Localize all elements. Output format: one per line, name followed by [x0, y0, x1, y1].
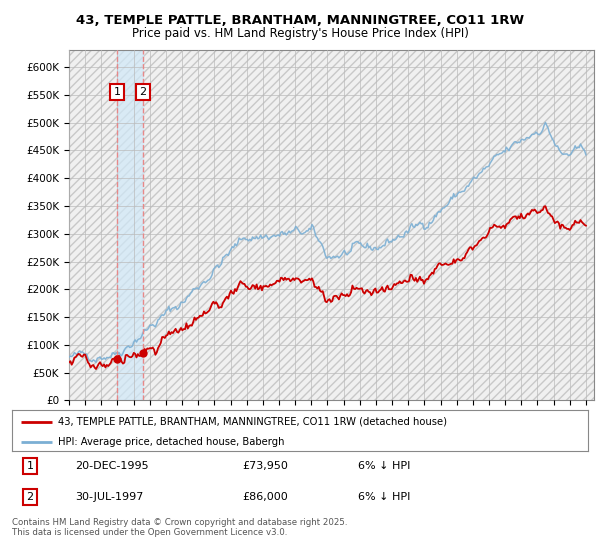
- Text: 43, TEMPLE PATTLE, BRANTHAM, MANNINGTREE, CO11 1RW: 43, TEMPLE PATTLE, BRANTHAM, MANNINGTREE…: [76, 14, 524, 27]
- Text: 1: 1: [26, 461, 34, 471]
- Text: 30-JUL-1997: 30-JUL-1997: [76, 492, 144, 502]
- Text: 2: 2: [26, 492, 34, 502]
- Text: 43, TEMPLE PATTLE, BRANTHAM, MANNINGTREE, CO11 1RW (detached house): 43, TEMPLE PATTLE, BRANTHAM, MANNINGTREE…: [58, 417, 447, 427]
- Text: Contains HM Land Registry data © Crown copyright and database right 2025.
This d: Contains HM Land Registry data © Crown c…: [12, 518, 347, 538]
- Text: 6% ↓ HPI: 6% ↓ HPI: [358, 492, 410, 502]
- Bar: [117, 50, 143, 400]
- Text: 20-DEC-1995: 20-DEC-1995: [76, 461, 149, 471]
- Text: £86,000: £86,000: [242, 492, 288, 502]
- Text: 1: 1: [113, 87, 121, 97]
- Text: Price paid vs. HM Land Registry's House Price Index (HPI): Price paid vs. HM Land Registry's House …: [131, 27, 469, 40]
- Text: £73,950: £73,950: [242, 461, 288, 471]
- Text: 2: 2: [139, 87, 146, 97]
- Text: HPI: Average price, detached house, Babergh: HPI: Average price, detached house, Babe…: [58, 437, 284, 447]
- Text: 6% ↓ HPI: 6% ↓ HPI: [358, 461, 410, 471]
